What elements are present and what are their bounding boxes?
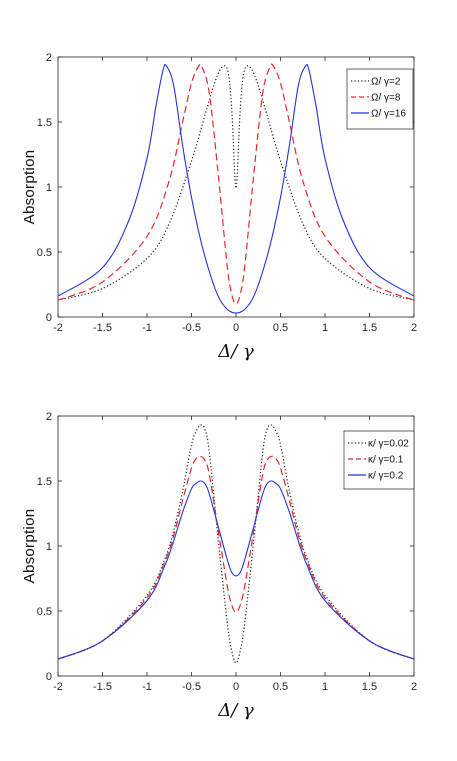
y-tick-label: 1.5 xyxy=(37,117,52,129)
x-axis-label: Δ/ γ xyxy=(217,700,254,721)
legend-entry-label: Ω/ γ=8 xyxy=(371,93,401,104)
legend-box xyxy=(346,68,414,130)
x-tick-label: 2 xyxy=(411,681,417,693)
y-axis-label: Absorption xyxy=(21,509,38,584)
x-tick-label: -0.5 xyxy=(182,322,201,334)
series-line-2 xyxy=(58,455,414,660)
legend-entry-label: κ/ γ=0.02 xyxy=(368,439,409,450)
x-tick-label: 0.5 xyxy=(273,322,288,334)
y-tick-label: 0 xyxy=(46,312,52,324)
y-axis-label: Absorption xyxy=(21,150,38,225)
y-tick-label: 0.5 xyxy=(37,606,52,618)
chart-1: -2 -1.5 -1 -0.5 0 0.5 1 1.5 2 0 0.5 1 1.5 2 Absorption… xyxy=(21,52,417,362)
legend-entry-label: Ω/ γ=2 xyxy=(371,77,401,88)
series-line-3 xyxy=(58,480,414,660)
series-group xyxy=(58,63,414,314)
x-tick-label: 0.5 xyxy=(273,681,288,693)
x-tick-label: -1 xyxy=(142,322,152,334)
x-tick-label: 1 xyxy=(322,681,328,693)
x-tick-label: 2 xyxy=(411,322,417,334)
x-tick-label: -0.5 xyxy=(182,681,201,693)
y-tick-label: 2 xyxy=(46,52,52,64)
legend: κ/ γ=0.02 κ/ γ=0.1 κ/ γ=0.2 xyxy=(343,430,415,490)
x-tick-label: -2 xyxy=(53,681,63,693)
y-tick-label: 1 xyxy=(46,182,52,194)
chart-2: -2 -1.5 -1 -0.5 0 0.5 1 1.5 2 0 0.5 1 1.5 2 Absorption… xyxy=(21,411,417,721)
series-line-3 xyxy=(58,63,414,314)
legend-box xyxy=(343,430,415,490)
x-tick-label: 1 xyxy=(322,322,328,334)
series-line-2 xyxy=(58,63,414,305)
x-tick-label: -2 xyxy=(53,322,63,334)
y-tick-label: 2 xyxy=(46,411,52,423)
x-tick-label: -1.5 xyxy=(93,681,112,693)
y-tick-label: 0 xyxy=(46,671,52,683)
x-axis-label: Δ/ γ xyxy=(217,341,254,362)
y-tick-label: 1 xyxy=(46,541,52,553)
legend-entry-label: κ/ γ=0.1 xyxy=(368,455,404,466)
series-line-1 xyxy=(58,424,414,664)
x-tick-label: 1.5 xyxy=(362,681,377,693)
x-tick-label: 1.5 xyxy=(362,322,377,334)
x-tick-label: -1 xyxy=(142,681,152,693)
x-tick-label: 0 xyxy=(233,322,239,334)
legend-entry-label: Ω/ γ=16 xyxy=(371,109,406,120)
y-tick-label: 1.5 xyxy=(37,476,52,488)
legend: Ω/ γ=2 Ω/ γ=8 Ω/ γ=16 xyxy=(346,68,414,130)
x-tick-label: 0 xyxy=(233,681,239,693)
x-tick-label: -1.5 xyxy=(93,322,112,334)
y-tick-label: 0.5 xyxy=(37,247,52,259)
series-group xyxy=(58,424,414,664)
legend-entry-label: κ/ γ=0.2 xyxy=(368,471,404,482)
